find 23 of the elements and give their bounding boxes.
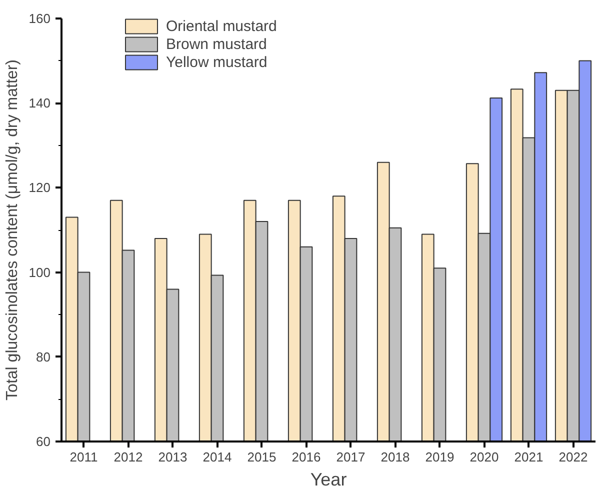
y-tick-label: 80 bbox=[36, 349, 51, 364]
y-tick-label: 140 bbox=[28, 96, 51, 111]
x-tick-label: 2016 bbox=[292, 450, 321, 464]
x-tick-label: 2018 bbox=[380, 450, 410, 464]
x-tick-label: 2017 bbox=[336, 450, 366, 464]
legend-label: Oriental mustard bbox=[166, 17, 277, 35]
legend-label: Yellow mustard bbox=[166, 53, 268, 71]
legend-label: Brown mustard bbox=[166, 35, 267, 53]
x-tick-label: 2021 bbox=[514, 450, 544, 464]
x-tick-label: 2011 bbox=[70, 450, 98, 464]
x-tick-label: 2014 bbox=[202, 450, 232, 464]
y-tick-label: 100 bbox=[28, 264, 51, 280]
x-axis-title: Year bbox=[310, 470, 347, 490]
x-tick-label: 2015 bbox=[247, 450, 276, 464]
x-tick-label: 2022 bbox=[558, 450, 588, 464]
y-tick-label: 120 bbox=[28, 180, 51, 196]
x-tick-label: 2020 bbox=[470, 450, 499, 464]
y-axis-title: Total glucosinolates content (μmol/g, dry matter) bbox=[4, 60, 21, 400]
y-tick-label: 160 bbox=[28, 11, 51, 26]
y-tick-label: 60 bbox=[36, 434, 51, 449]
x-tick-label: 2019 bbox=[425, 450, 454, 464]
x-tick-label: 2012 bbox=[114, 450, 143, 464]
x-tick-label: 2013 bbox=[158, 450, 188, 464]
